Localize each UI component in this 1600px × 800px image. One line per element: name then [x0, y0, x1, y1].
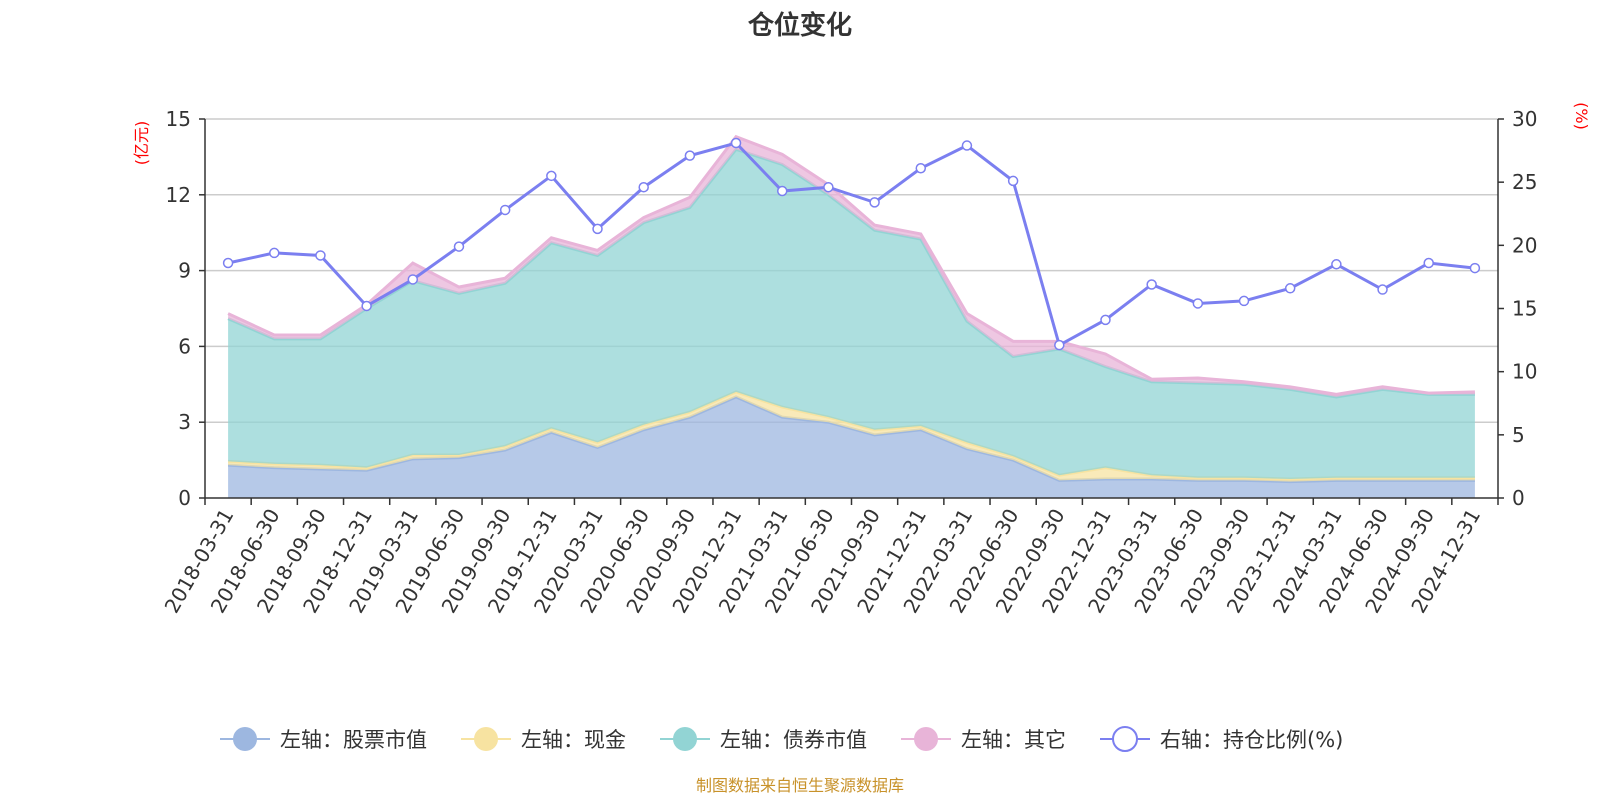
- ratio-point[interactable]: [407, 274, 419, 285]
- area-2[interactable]: [228, 149, 1475, 480]
- legend-label: 右轴：持仓比例(%): [1160, 728, 1343, 752]
- ratio-point[interactable]: [915, 163, 927, 174]
- ratio-point[interactable]: [1238, 295, 1250, 307]
- ratio-point[interactable]: [1100, 314, 1111, 326]
- ratio-point[interactable]: [269, 247, 280, 259]
- left-tick-label: 12: [166, 183, 191, 207]
- ratio-point[interactable]: [1469, 262, 1481, 274]
- right-tick-label: 20: [1512, 233, 1537, 257]
- data-source-note: 制图数据来自恒生聚源数据库: [696, 776, 904, 795]
- right-tick-label: 25: [1512, 170, 1537, 194]
- right-tick-label: 30: [1512, 107, 1537, 131]
- left-tick-label: 3: [178, 410, 191, 434]
- legend-label: 左轴：股票市值: [280, 728, 427, 752]
- ratio-point[interactable]: [776, 185, 788, 197]
- ratio-point[interactable]: [961, 140, 973, 151]
- right-tick-label: 5: [1512, 423, 1525, 447]
- ratio-point[interactable]: [1146, 279, 1157, 290]
- legend-label: 左轴：现金: [521, 728, 626, 752]
- ratio-point[interactable]: [1192, 298, 1204, 309]
- ratio-point[interactable]: [546, 170, 557, 182]
- legend-item[interactable]: 左轴：其它: [901, 727, 1066, 752]
- legend-item[interactable]: 左轴：债券市值: [660, 727, 867, 752]
- ratio-point[interactable]: [222, 257, 234, 269]
- legend-marker: [233, 727, 257, 751]
- ratio-point[interactable]: [1377, 284, 1388, 295]
- left-tick-label: 15: [166, 107, 191, 131]
- ratio-line-series: [222, 137, 1481, 351]
- right-tick-label: 15: [1512, 297, 1537, 321]
- ratio-point[interactable]: [823, 181, 834, 193]
- legend-marker: [1112, 726, 1138, 752]
- legend-label: 左轴：债券市值: [720, 728, 867, 752]
- ratio-point[interactable]: [1007, 175, 1019, 187]
- area-edge-3: [227, 134, 1475, 396]
- legend-marker: [474, 727, 498, 751]
- left-tick-label: 6: [178, 334, 191, 358]
- ratio-point[interactable]: [453, 241, 465, 252]
- ratio-point[interactable]: [1054, 339, 1065, 351]
- area-edge-1: [228, 390, 1475, 481]
- legend-marker: [914, 727, 938, 751]
- ratio-point[interactable]: [1284, 283, 1296, 294]
- legend[interactable]: 左轴：股票市值 左轴：现金 左轴：债券市值 左轴：其它 右轴：持仓比例(%): [220, 726, 1343, 752]
- ratio-line: [227, 141, 1476, 348]
- legend-item[interactable]: 左轴：现金: [461, 727, 626, 752]
- stacked-areas: [227, 134, 1475, 498]
- legend-marker: [673, 727, 697, 751]
- area-0[interactable]: [228, 396, 1475, 498]
- left-tick-label: 0: [178, 486, 191, 510]
- legend-item[interactable]: 左轴：股票市值: [220, 727, 427, 752]
- left-tick-label: 9: [178, 259, 191, 283]
- ratio-point[interactable]: [315, 250, 326, 261]
- right-tick-label: 0: [1512, 486, 1525, 510]
- ratio-point[interactable]: [730, 137, 742, 149]
- ratio-point[interactable]: [592, 223, 603, 235]
- legend-item[interactable]: 右轴：持仓比例(%): [1100, 726, 1343, 752]
- right-tick-label: 10: [1512, 360, 1537, 384]
- legend-label: 左轴：其它: [961, 728, 1066, 752]
- ratio-point[interactable]: [1423, 257, 1434, 269]
- ratio-point[interactable]: [1331, 259, 1342, 270]
- left-axis-name: (亿元): [132, 121, 151, 166]
- ratio-point[interactable]: [638, 181, 649, 193]
- ratio-point[interactable]: [499, 204, 511, 216]
- right-axis-name: (%): [1572, 102, 1591, 130]
- ratio-point[interactable]: [869, 197, 880, 208]
- ratio-point[interactable]: [684, 150, 696, 161]
- chart-title: 仓位变化: [747, 10, 852, 41]
- ratio-point[interactable]: [361, 300, 372, 312]
